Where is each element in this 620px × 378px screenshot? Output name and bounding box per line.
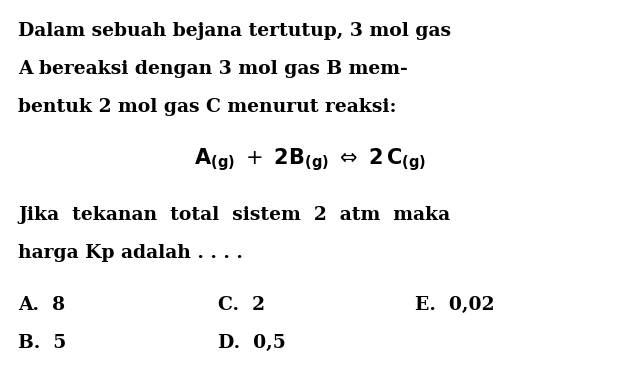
Text: Jika  tekanan  total  sistem  2  atm  maka: Jika tekanan total sistem 2 atm maka — [18, 206, 450, 224]
Text: C.  2: C. 2 — [218, 296, 265, 314]
Text: A.  8: A. 8 — [18, 296, 65, 314]
Text: D.  0,5: D. 0,5 — [218, 334, 286, 352]
Text: A bereaksi dengan 3 mol gas B mem-: A bereaksi dengan 3 mol gas B mem- — [18, 60, 408, 78]
Text: $\mathbf{A_{(g)}}\ +\ \mathbf{2B_{(g)}}\ \Leftrightarrow\ \mathbf{2\,C_{(g)}}$: $\mathbf{A_{(g)}}\ +\ \mathbf{2B_{(g)}}\… — [194, 146, 426, 173]
Text: Dalam sebuah bejana tertutup, 3 mol gas: Dalam sebuah bejana tertutup, 3 mol gas — [18, 22, 451, 40]
Text: B.  5: B. 5 — [18, 334, 66, 352]
Text: bentuk 2 mol gas C menurut reaksi:: bentuk 2 mol gas C menurut reaksi: — [18, 98, 397, 116]
Text: harga Kp adalah . . . .: harga Kp adalah . . . . — [18, 244, 243, 262]
Text: E.  0,02: E. 0,02 — [415, 296, 495, 314]
